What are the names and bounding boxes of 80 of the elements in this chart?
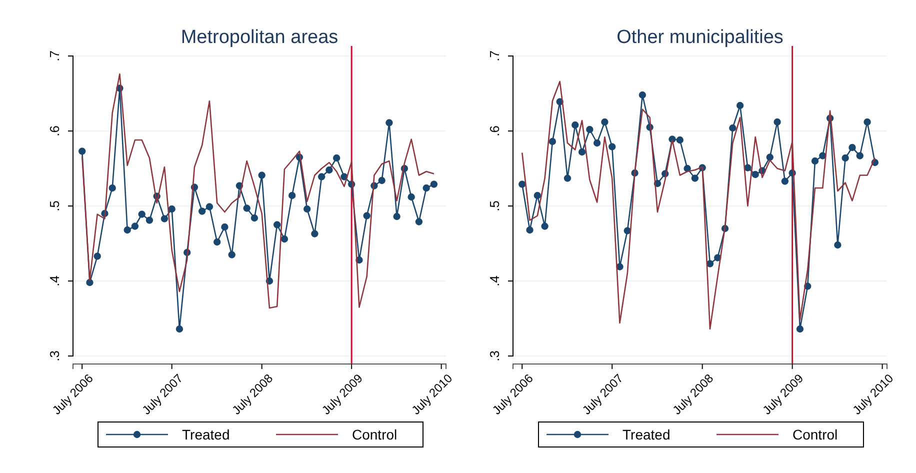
point xyxy=(736,102,744,110)
y-tick-label: .3 xyxy=(47,350,62,362)
y-tick-label: .3 xyxy=(487,350,502,362)
point xyxy=(752,170,759,178)
point xyxy=(856,152,864,160)
point xyxy=(534,192,542,200)
point xyxy=(691,174,699,182)
point xyxy=(842,154,849,162)
y-tick-label: .4 xyxy=(47,276,62,286)
point xyxy=(541,222,548,230)
point xyxy=(834,241,842,249)
point xyxy=(676,136,684,144)
point xyxy=(318,173,326,180)
point xyxy=(176,325,184,333)
point xyxy=(422,184,430,192)
point xyxy=(601,118,608,126)
point xyxy=(811,157,819,165)
point xyxy=(78,148,86,155)
point xyxy=(526,226,534,234)
point xyxy=(796,325,804,333)
point xyxy=(332,154,340,162)
point xyxy=(608,143,616,150)
point xyxy=(766,154,774,161)
point xyxy=(729,124,736,132)
y-tick-label: .6 xyxy=(487,126,502,136)
legend-label: Control xyxy=(352,426,398,442)
point xyxy=(303,205,311,213)
point xyxy=(206,203,214,210)
point xyxy=(124,226,131,234)
point xyxy=(638,91,646,99)
point xyxy=(593,139,601,147)
point xyxy=(518,180,526,188)
y-tick-label: .6 xyxy=(47,126,62,136)
point xyxy=(168,205,176,213)
point xyxy=(273,221,281,228)
point xyxy=(228,251,236,258)
point xyxy=(221,223,228,231)
point xyxy=(363,212,370,220)
legend-label: Control xyxy=(792,426,838,442)
point xyxy=(548,138,556,146)
point xyxy=(774,118,781,126)
point xyxy=(393,212,400,220)
point xyxy=(311,230,318,238)
point xyxy=(430,180,438,188)
point xyxy=(198,208,206,215)
point xyxy=(86,278,94,286)
legend-label: Treated xyxy=(182,426,230,442)
point xyxy=(288,192,296,200)
point xyxy=(326,166,333,174)
point xyxy=(243,204,250,212)
y-tick-label: .5 xyxy=(487,200,502,212)
y-tick-label: .4 xyxy=(487,276,502,286)
y-tick-label: .5 xyxy=(47,200,62,212)
point xyxy=(744,164,752,172)
y-tick-label: .7 xyxy=(487,50,502,62)
point xyxy=(213,238,221,246)
point xyxy=(94,252,101,260)
point xyxy=(131,222,139,230)
point xyxy=(578,148,586,156)
point xyxy=(586,126,594,134)
chart-title: Metropolitan areas xyxy=(180,27,338,48)
point xyxy=(160,215,168,222)
legend-label: Treated xyxy=(622,426,670,442)
point xyxy=(564,174,572,182)
point xyxy=(146,216,154,224)
point xyxy=(258,172,266,179)
point xyxy=(864,118,871,126)
point xyxy=(280,235,288,243)
point xyxy=(408,193,415,201)
point xyxy=(848,144,856,152)
point xyxy=(138,210,146,218)
point xyxy=(572,121,579,129)
chart-title: Other municipalities xyxy=(616,27,784,48)
point xyxy=(378,176,386,184)
point xyxy=(386,119,393,126)
point xyxy=(415,218,423,226)
point xyxy=(108,184,116,192)
point xyxy=(781,178,789,185)
y-tick-label: .7 xyxy=(47,50,62,62)
point xyxy=(250,214,258,222)
